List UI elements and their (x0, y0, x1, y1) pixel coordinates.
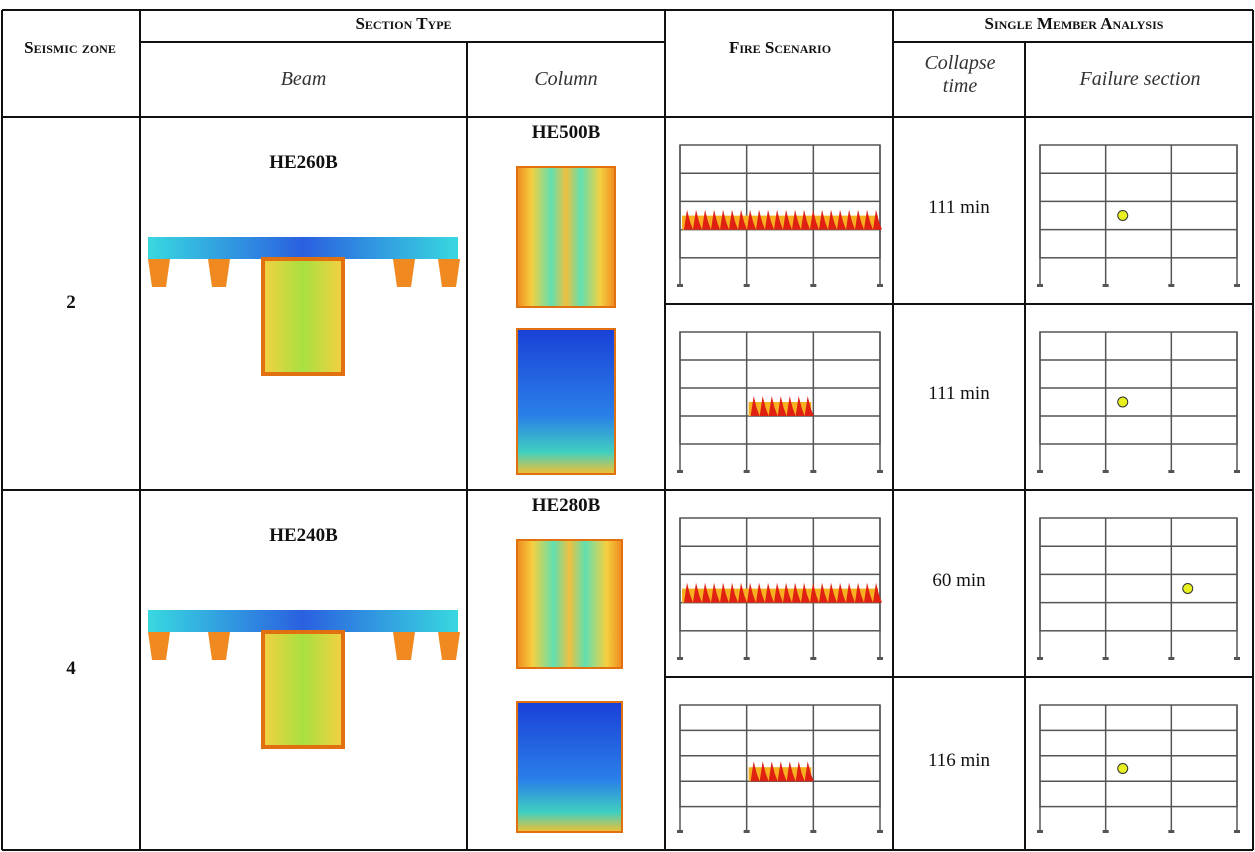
frame-support (1037, 657, 1043, 660)
frame-support (1168, 657, 1174, 660)
column-section (517, 167, 615, 307)
beam-rib (438, 632, 460, 660)
frame-support (1234, 470, 1240, 473)
column-section (517, 540, 622, 668)
beam-rib (438, 259, 460, 287)
header-cell: Collapse time (910, 52, 1010, 98)
header-cell: Seismic zone (20, 38, 120, 58)
frame-support (877, 657, 883, 660)
frame-support (810, 657, 816, 660)
frame-support (810, 470, 816, 473)
frame-support (1103, 284, 1109, 287)
frame-support (1103, 830, 1109, 833)
header-cell: Failure section (1025, 68, 1255, 91)
frame-support (1168, 830, 1174, 833)
cell-text: HE500B (467, 122, 665, 144)
frame-support (1234, 830, 1240, 833)
frame-support (877, 284, 883, 287)
frame-support (1103, 470, 1109, 473)
frame-support (877, 470, 883, 473)
beam-rib (393, 259, 415, 287)
header-cell: Single Member Analysis (893, 14, 1255, 34)
cell-text: 60 min (893, 570, 1025, 592)
failure-point (1118, 764, 1128, 774)
cell-text: HE280B (467, 495, 665, 517)
beam-web (263, 632, 343, 747)
beam-slab (148, 610, 458, 632)
beam-rib (148, 632, 170, 660)
header-cell: Column (467, 68, 665, 91)
failure-point (1118, 397, 1128, 407)
frame-support (677, 470, 683, 473)
frame-support (744, 830, 750, 833)
cell-text: HE240B (140, 525, 467, 547)
failure-point (1118, 211, 1128, 221)
cell-text: 116 min (893, 750, 1025, 772)
beam-rib (208, 259, 230, 287)
header-cell: Fire Scenario (700, 38, 860, 58)
frame-support (744, 284, 750, 287)
frame-support (810, 284, 816, 287)
frame-support (1168, 470, 1174, 473)
beam-slab (148, 237, 458, 259)
cell-text: 2 (2, 292, 140, 314)
cell-text: 111 min (893, 383, 1025, 405)
beam-rib (148, 259, 170, 287)
frame-support (677, 830, 683, 833)
beam-rib (393, 632, 415, 660)
frame-support (1103, 657, 1109, 660)
cell-text: HE260B (140, 152, 467, 174)
frame-support (744, 657, 750, 660)
column-section (517, 329, 615, 474)
cell-text: 111 min (893, 197, 1025, 219)
failure-point (1183, 584, 1193, 594)
beam-web (263, 259, 343, 374)
frame-support (744, 470, 750, 473)
frame-support (1234, 657, 1240, 660)
frame-support (877, 830, 883, 833)
frame-support (677, 657, 683, 660)
column-section (517, 702, 622, 832)
frame-support (1037, 830, 1043, 833)
frame-support (810, 830, 816, 833)
beam-rib (208, 632, 230, 660)
header-cell: Section Type (140, 14, 667, 34)
cell-text: 4 (2, 658, 140, 680)
frame-support (1234, 284, 1240, 287)
frame-support (1037, 284, 1043, 287)
frame-support (1168, 284, 1174, 287)
table-page: Seismic zone Section Type Fire Scenario … (0, 0, 1255, 852)
header-cell: Beam (140, 68, 467, 91)
frame-support (677, 284, 683, 287)
frame-support (1037, 470, 1043, 473)
